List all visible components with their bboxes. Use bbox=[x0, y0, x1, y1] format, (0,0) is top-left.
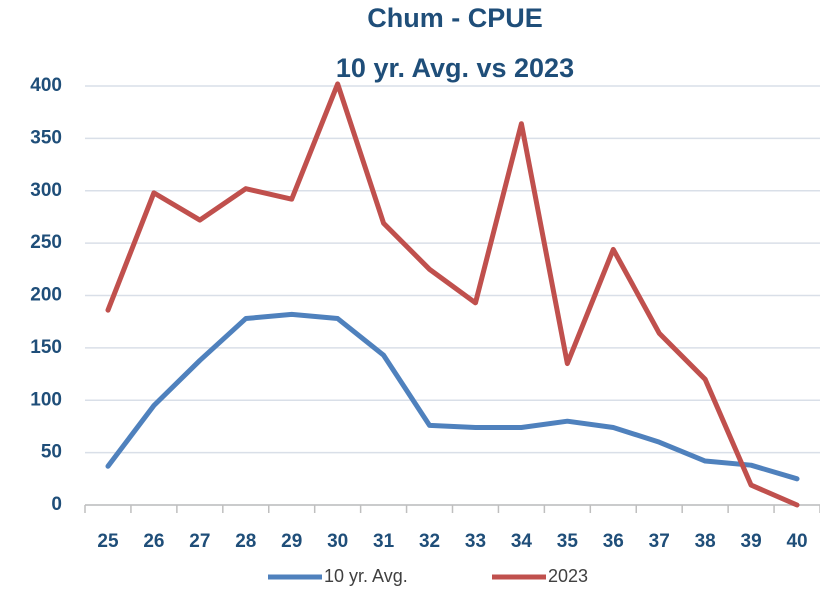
y-tick-label: 350 bbox=[30, 127, 62, 148]
y-tick-label: 150 bbox=[30, 337, 62, 358]
chart-title: Chum - CPUE bbox=[367, 3, 543, 33]
x-tick-label: 34 bbox=[511, 531, 533, 552]
chart-subtitle: 10 yr. Avg. vs 2023 bbox=[336, 53, 574, 83]
y-tick-label: 250 bbox=[30, 232, 62, 253]
x-tick-label: 40 bbox=[786, 531, 807, 552]
x-tick-label: 33 bbox=[465, 531, 486, 552]
x-tick-label: 35 bbox=[557, 531, 579, 552]
x-tick-label: 36 bbox=[603, 531, 624, 552]
x-tick-label: 38 bbox=[695, 531, 716, 552]
line-series bbox=[105, 311, 800, 482]
y-tick-label: 0 bbox=[51, 494, 62, 515]
y-tick-label: 200 bbox=[30, 285, 62, 306]
x-tick-label: 28 bbox=[235, 531, 256, 552]
y-tick-label: 100 bbox=[30, 389, 62, 410]
y-tick-label: 400 bbox=[30, 75, 62, 96]
x-tick-label: 39 bbox=[741, 531, 762, 552]
x-tick-label: 27 bbox=[189, 531, 210, 552]
legend-label: 2023 bbox=[548, 566, 588, 586]
x-tick-label: 29 bbox=[281, 531, 302, 552]
x-tick-label: 25 bbox=[97, 531, 119, 552]
x-tick-label: 26 bbox=[143, 531, 164, 552]
x-tick-label: 31 bbox=[373, 531, 395, 552]
legend-label: 10 yr. Avg. bbox=[324, 566, 408, 586]
x-tick-label: 32 bbox=[419, 531, 440, 552]
x-tick-label: 37 bbox=[649, 531, 670, 552]
x-tick-label: 30 bbox=[327, 531, 348, 552]
y-tick-label: 50 bbox=[41, 442, 62, 463]
y-tick-label: 300 bbox=[30, 180, 62, 201]
line-series bbox=[105, 81, 800, 508]
